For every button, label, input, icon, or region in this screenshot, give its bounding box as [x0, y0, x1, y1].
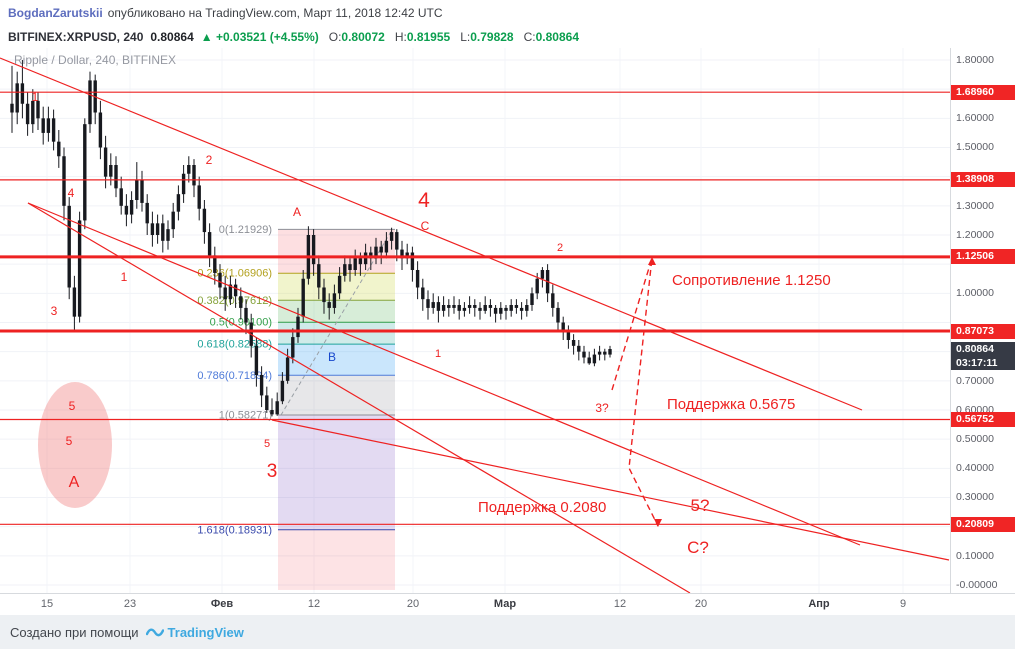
price-change: ▲ +0.03521 (+4.55%) [201, 30, 319, 44]
up-arrow-icon: ▲ [200, 30, 213, 44]
price-axis-label: 1.20000 [956, 228, 994, 241]
fib-level-label: 0.236(1.06906) [197, 268, 272, 280]
price-level-badge: 0.56752 [951, 411, 1015, 427]
price-axis-label: 0.50000 [956, 433, 994, 446]
trendlines [0, 57, 950, 593]
price-level-badge: 0.87073 [951, 323, 1015, 339]
ohlc-open: O:0.80072 [328, 30, 385, 44]
price-axis-label: 1.60000 [956, 112, 994, 125]
wave-label: С [421, 219, 430, 233]
price-axis-label: 1.00000 [956, 287, 994, 300]
annotation-text: Поддержка 0.2080 [478, 499, 606, 516]
wave-label: 5 [69, 399, 76, 413]
price-axis-label: 0.10000 [956, 549, 994, 562]
time-axis-label: 20 [406, 598, 420, 610]
highlight-ellipse [38, 382, 112, 508]
fib-level-label: 1.618(0.18931) [197, 524, 272, 536]
time-axis-label: Апр [808, 598, 830, 610]
annotation-text: 5? [691, 496, 710, 515]
wave-label: 1 [435, 348, 441, 360]
current-price-value: 0.80864 [956, 342, 994, 355]
price-level-badge: 1.38908 [951, 172, 1015, 188]
forecast-zigzag [611, 257, 662, 527]
wave-label: 2 [206, 153, 213, 167]
annotation-text: Сопротивление 1.1250 [672, 272, 831, 289]
price-axis-label: -0.00000 [956, 579, 998, 591]
change-value: +0.03521 (+4.55%) [216, 30, 319, 44]
footer: Создано при помощи TradingView [0, 615, 1015, 649]
fib-level-label: 0(1.21929) [219, 224, 272, 236]
time-axis-label: 23 [123, 598, 137, 610]
tradingview-brand-text: TradingView [167, 624, 244, 640]
fib-level-label: 1(0.58271) [219, 410, 272, 422]
wave-label: 1 [32, 90, 39, 104]
wave-label: 2 [557, 242, 563, 254]
tradingview-logo-icon [145, 628, 164, 637]
annotation-text: Поддержка 0.5675 [667, 396, 795, 413]
publication-header: BogdanZarutskii опубликовано на TradingV… [0, 0, 1015, 26]
time-axis-label: Мар [493, 598, 517, 610]
price-axis-label: 0.40000 [956, 462, 994, 475]
current-price-badge: 0.80864 03:17:11 [951, 341, 1015, 370]
time-axis-label: 12 [613, 598, 627, 610]
tradingview-link[interactable]: TradingView [145, 624, 244, 640]
wave-label: 5 [264, 438, 270, 450]
ohlc-close: C:0.80864 [523, 30, 579, 44]
price-level-badge: 0.20809 [951, 516, 1015, 532]
price-axis-label: 0.30000 [956, 491, 994, 504]
time-axis-label: 9 [899, 598, 907, 610]
wave-labels: 1 4 3 1 2 5 5 A 5 3 A B 4 С 1 2 3? [32, 90, 609, 491]
symbol-header: BITFINEX:XRPUSD, 240 0.80864 ▲ +0.03521 … [0, 26, 1015, 48]
wave-label: 3 [51, 304, 58, 318]
bar-countdown: 03:17:11 [956, 356, 998, 369]
wave-label: A [69, 474, 80, 491]
footer-text: Создано при помощи [10, 624, 139, 640]
fib-level-label: 0.786(0.71894) [197, 370, 272, 382]
time-axis[interactable]: 15 23 Фев 12 20 Мар 12 20 Апр 9 [0, 593, 1015, 615]
wave-label: 3? [595, 401, 609, 415]
symbol-title[interactable]: BITFINEX:XRPUSD, 240 [8, 30, 144, 44]
last-price: 0.80864 [150, 30, 194, 44]
wave-label: 4 [418, 189, 430, 212]
horizontal-levels [0, 91, 950, 525]
fib-level-label: 0.618(0.82588) [197, 339, 272, 351]
chart-grid [0, 48, 950, 593]
wave-label: 1 [121, 270, 128, 284]
wave-label: 3 [267, 461, 278, 482]
price-level-badge: 1.12506 [951, 249, 1015, 265]
time-axis-label: Фев [210, 598, 234, 610]
ohlc-high: H:0.81955 [394, 30, 451, 44]
ohlc-low: L:0.79828 [460, 30, 514, 44]
annotation-texts: Сопротивление 1.1250 Поддержка 0.5675 Подд… [478, 272, 831, 557]
wave-label: 5 [66, 434, 73, 448]
fib-level-label: 0.382(0.97612) [197, 295, 272, 307]
fib-retracement: 0(1.21929) 0.236(1.06906) 0.382(0.97612) 0.… [197, 224, 395, 590]
price-axis[interactable]: 1.80000 1.60000 1.50000 1.30000 1.20000 1.000… [950, 48, 1015, 593]
price-axis-label: 1.80000 [956, 53, 994, 66]
price-level-badge: 1.68960 [951, 84, 1015, 100]
chart-area[interactable]: 0(1.21929) 0.236(1.06906) 0.382(0.97612) 0.… [0, 48, 950, 593]
wave-label: 4 [68, 186, 75, 200]
wave-label: A [293, 205, 301, 219]
author-link[interactable]: BogdanZarutskii [8, 6, 103, 20]
time-axis-label: 12 [307, 598, 321, 610]
price-chart-canvas[interactable]: 0(1.21929) 0.236(1.06906) 0.382(0.97612) 0.… [0, 48, 950, 593]
price-axis-label: 0.70000 [956, 374, 994, 387]
time-axis-label: 15 [40, 598, 54, 610]
wave-label: B [328, 350, 336, 364]
annotation-text: С? [687, 538, 709, 557]
time-axis-label: 20 [694, 598, 708, 610]
publication-info: опубликовано на TradingView.com, Март 11… [107, 6, 443, 20]
price-axis-label: 1.50000 [956, 141, 994, 154]
price-axis-label: 1.30000 [956, 199, 994, 212]
